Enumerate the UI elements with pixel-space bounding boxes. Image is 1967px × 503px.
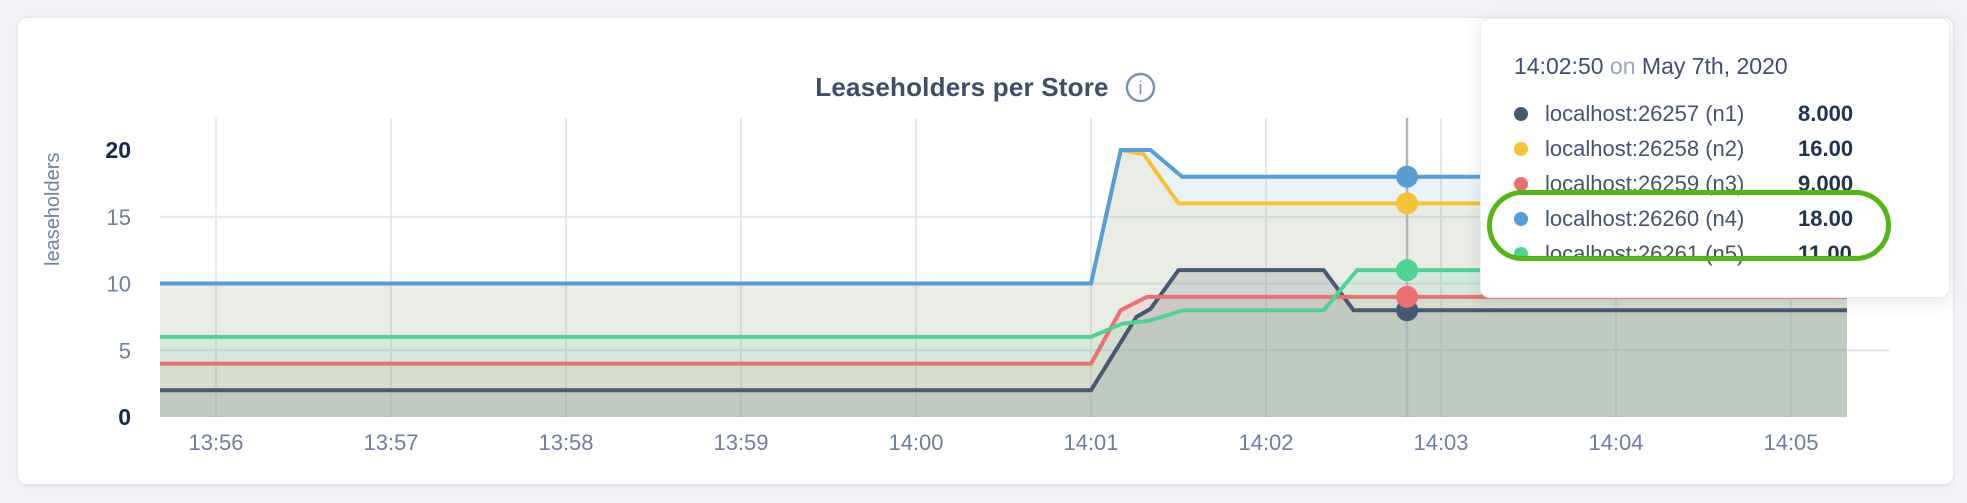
series-dot-n4	[1514, 211, 1528, 226]
info-icon[interactable]: i	[1125, 72, 1156, 103]
tooltip-row-n1: localhost:26257 (n1) 8.000	[1514, 96, 1929, 131]
chart-header: Leaseholders per Store i	[18, 66, 1953, 108]
series-name: localhost:26257 (n1)	[1545, 100, 1745, 126]
tooltip-row-n2: localhost:26258 (n2) 16.00	[1514, 131, 1929, 166]
series-name: localhost:26259 (n3)	[1545, 170, 1745, 196]
series-value: 18.00	[1798, 205, 1854, 231]
series-name: localhost:26261 (n5)	[1545, 240, 1745, 266]
hover-tooltip: 14:02:50 on May 7th, 2020 localhost:2625…	[1480, 18, 1950, 298]
svg-text:i: i	[1138, 78, 1142, 98]
series-dot-n5	[1514, 246, 1528, 261]
series-value: 9.000	[1798, 170, 1854, 196]
tooltip-date: May 7th, 2020	[1641, 53, 1788, 79]
tooltip-header: 14:02:50 on May 7th, 2020	[1514, 53, 1929, 80]
chart-title: Leaseholders per Store	[815, 71, 1109, 102]
tooltip-row-n5: localhost:26261 (n5) 11.00	[1514, 236, 1929, 271]
series-value: 16.00	[1798, 135, 1854, 161]
series-dot-n3	[1514, 176, 1528, 191]
series-dot-n2	[1514, 141, 1528, 156]
series-name: localhost:26258 (n2)	[1545, 135, 1745, 161]
tooltip-time: 14:02:50	[1514, 53, 1604, 79]
series-name: localhost:26260 (n4)	[1545, 205, 1745, 231]
series-value: 11.00	[1798, 240, 1852, 266]
series-dot-n1	[1514, 106, 1528, 121]
series-value: 8.000	[1798, 100, 1854, 126]
tooltip-rows: localhost:26257 (n1) 8.000 localhost:26258…	[1514, 96, 1929, 271]
tooltip-on-word: on	[1609, 53, 1636, 79]
tooltip-row-n4: localhost:26260 (n4) 18.00	[1514, 201, 1929, 236]
tooltip-row-n3: localhost:26259 (n3) 9.000	[1514, 166, 1929, 201]
